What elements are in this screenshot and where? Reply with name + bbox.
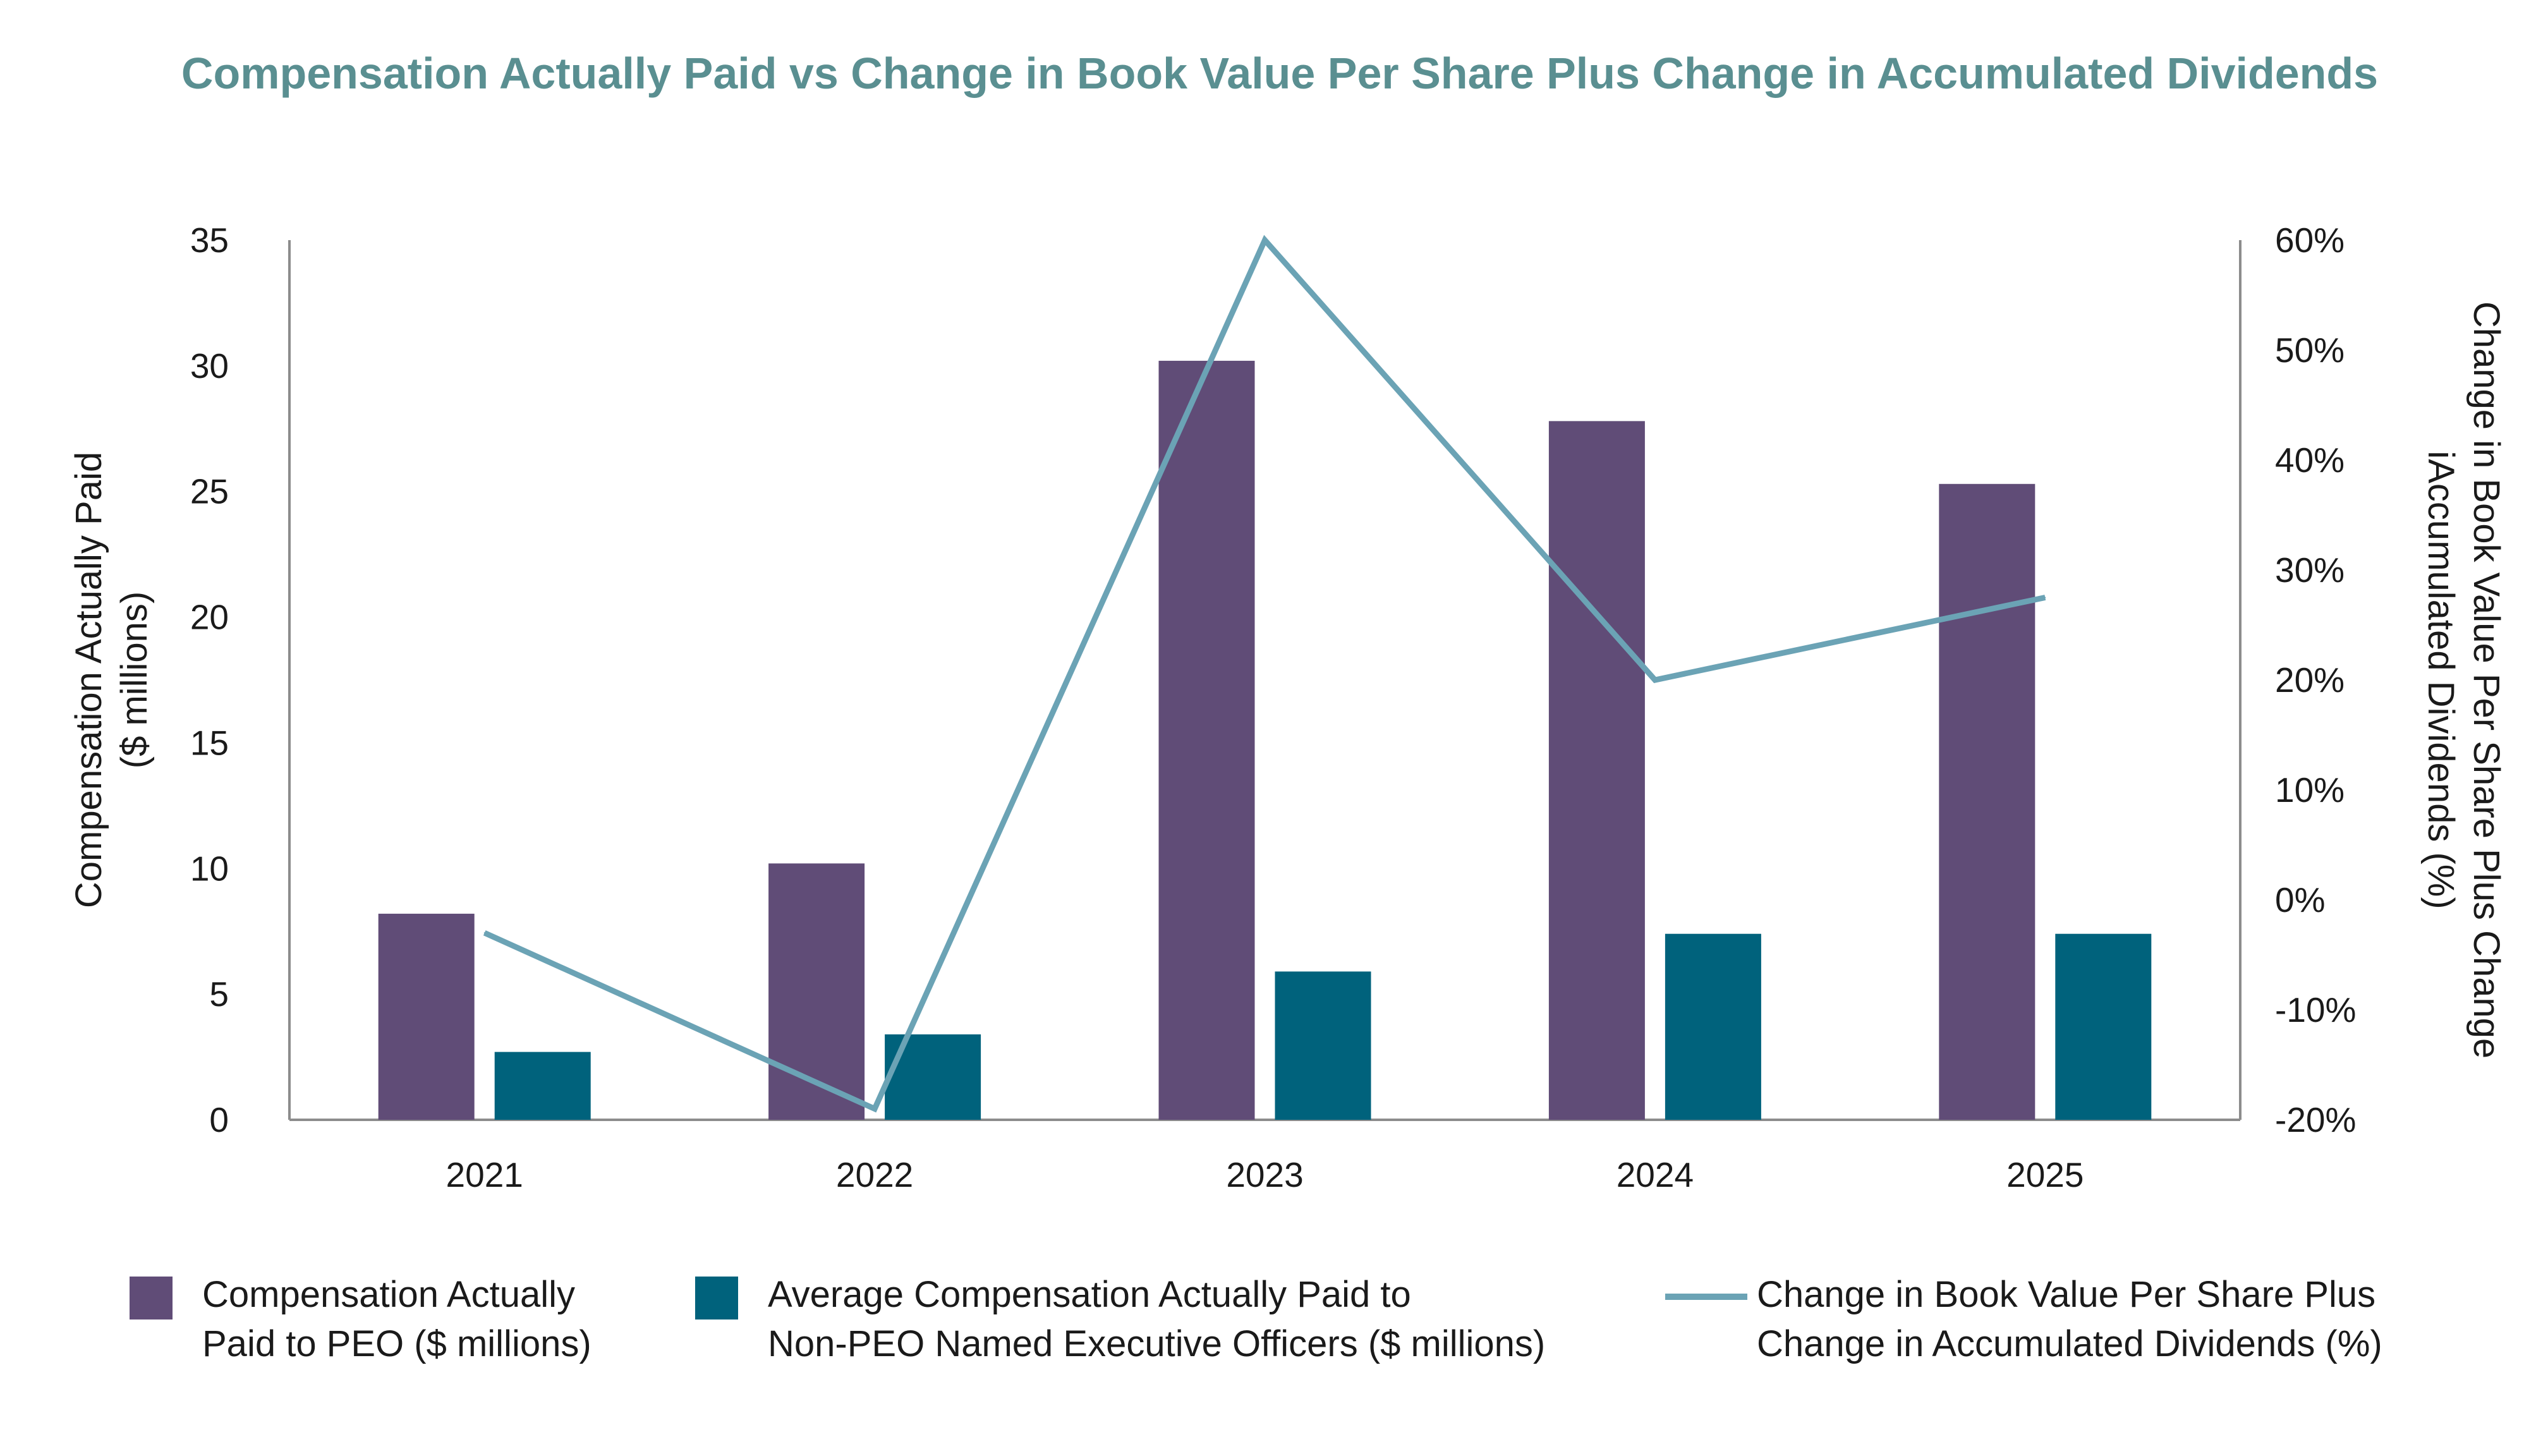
bar-neo-2022 <box>885 1034 981 1120</box>
axes <box>288 240 2242 1121</box>
bar-neo-2021 <box>494 1052 591 1120</box>
bar-neo-2023 <box>1275 971 1371 1120</box>
left-tick-label: 20 <box>190 598 229 637</box>
bar-peo-2023 <box>1158 360 1255 1120</box>
right-tick-label: 50% <box>2275 331 2345 370</box>
left-axis-title-line: Compensation Actually Paid <box>68 452 109 908</box>
axis-titles: Compensation Actually Paid ($ millions) Ch… <box>68 301 2507 1059</box>
line-series <box>483 234 2046 1113</box>
legend-label-line: Change in Book Value Per Share Plus Chan… <box>1757 1274 2382 1364</box>
line-book-value-change <box>483 234 2046 1113</box>
line-point-2021 <box>483 932 485 934</box>
legend-label-neo: Average Compensation Actually Paid to No… <box>768 1274 1546 1364</box>
x-tick-label: 2022 <box>836 1155 913 1194</box>
right-tick-label: 20% <box>2275 660 2345 700</box>
bar-peo-2025 <box>1939 483 2035 1120</box>
left-tick-label: 5 <box>209 974 229 1014</box>
x-tick-label: 2024 <box>1617 1155 1694 1194</box>
right-tick-label: 60% <box>2275 221 2345 260</box>
left-axis-title-line: ($ millions) <box>114 592 155 768</box>
legend-swatch-line <box>1665 1294 1747 1300</box>
bar-neo-2024 <box>1665 933 1761 1120</box>
bar-peo-2021 <box>378 913 475 1120</box>
legend-label-peo: Compensation Actually Paid to PEO ($ mil… <box>202 1274 592 1364</box>
bars <box>378 360 2152 1120</box>
left-tick-label: 0 <box>209 1100 229 1139</box>
right-tick-label: 0% <box>2275 880 2326 919</box>
line-point-2022 <box>874 1108 876 1110</box>
ticks: 05101520253035-20%-10%0%10%20%30%40%50%6… <box>190 221 2357 1194</box>
left-tick-label: 10 <box>190 849 229 888</box>
line-point-2023 <box>1264 240 1266 241</box>
bar-peo-2024 <box>1548 421 1645 1120</box>
right-axis-title-line: Change in Book Value Per Share Plus Chan… <box>2466 301 2507 1059</box>
right-tick-label: 30% <box>2275 550 2345 590</box>
right-axis-title-line: iAccumulated Dividends (%) <box>2420 451 2461 909</box>
legend-swatch-neo <box>695 1277 738 1320</box>
right-tick-label: -20% <box>2275 1100 2356 1139</box>
right-tick-label: -10% <box>2275 990 2356 1029</box>
x-tick-label: 2025 <box>2006 1155 2084 1194</box>
legend-swatch-peo <box>130 1277 173 1320</box>
bar-neo-2025 <box>2055 933 2152 1120</box>
bar-peo-2022 <box>768 863 865 1120</box>
x-tick-label: 2021 <box>446 1155 523 1194</box>
left-tick-label: 35 <box>190 221 229 260</box>
line-point-2025 <box>2044 597 2046 598</box>
right-axis-title: Change in Book Value Per Share Plus Chan… <box>2420 301 2507 1059</box>
left-tick-label: 25 <box>190 472 229 511</box>
right-tick-label: 10% <box>2275 770 2345 810</box>
left-tick-label: 15 <box>190 723 229 762</box>
right-tick-label: 40% <box>2275 440 2345 480</box>
x-tick-label: 2023 <box>1226 1155 1303 1194</box>
left-tick-label: 30 <box>190 346 229 385</box>
chart-title: Compensation Actually Paid vs Change in … <box>181 49 2379 98</box>
line-point-2024 <box>1654 679 1656 681</box>
left-axis-title: Compensation Actually Paid ($ millions) <box>68 452 155 908</box>
